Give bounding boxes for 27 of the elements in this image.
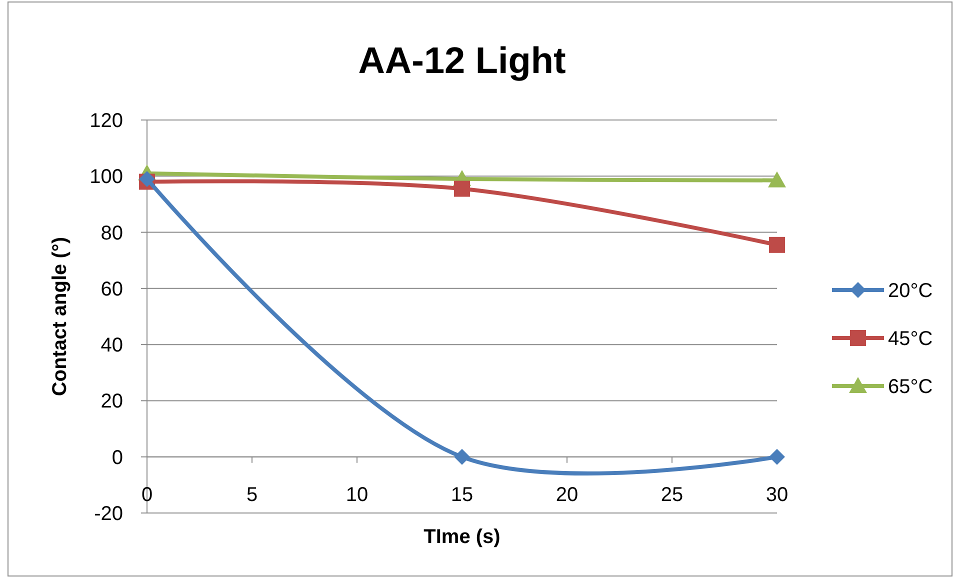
x-axis-title: TIme (s) [424,526,500,548]
y-tick-label: 100 [90,166,123,188]
x-tick-label: 20 [556,484,578,506]
y-tick-label: -20 [94,503,123,525]
y-tick-label: 20 [100,390,123,413]
point [139,170,155,187]
x-tick-label: 15 [450,484,474,506]
y-axis-title: Contact angle (°) [49,236,71,396]
point [454,448,470,465]
point [768,171,786,188]
x-tick-label: 25 [660,484,684,506]
point [769,236,785,253]
y-tick-label: 80 [100,222,123,244]
point [454,180,470,197]
legend-label: 20°C [888,280,933,302]
legend-label: 45°C [888,328,933,350]
y-tick-label: 60 [100,278,123,300]
x-tick-label: 30 [766,484,788,506]
x-tick-label: 10 [346,484,368,506]
legend-label: 65°C [888,376,933,398]
y-tick-label: 120 [90,110,123,132]
chart-title: AA-12 Light [358,40,566,81]
y-tick-label: 40 [100,334,123,357]
x-tick-label: 0 [141,484,153,506]
y-tick-label: 0 [112,446,123,469]
point [769,448,785,465]
x-tick-label: 5 [246,484,258,506]
